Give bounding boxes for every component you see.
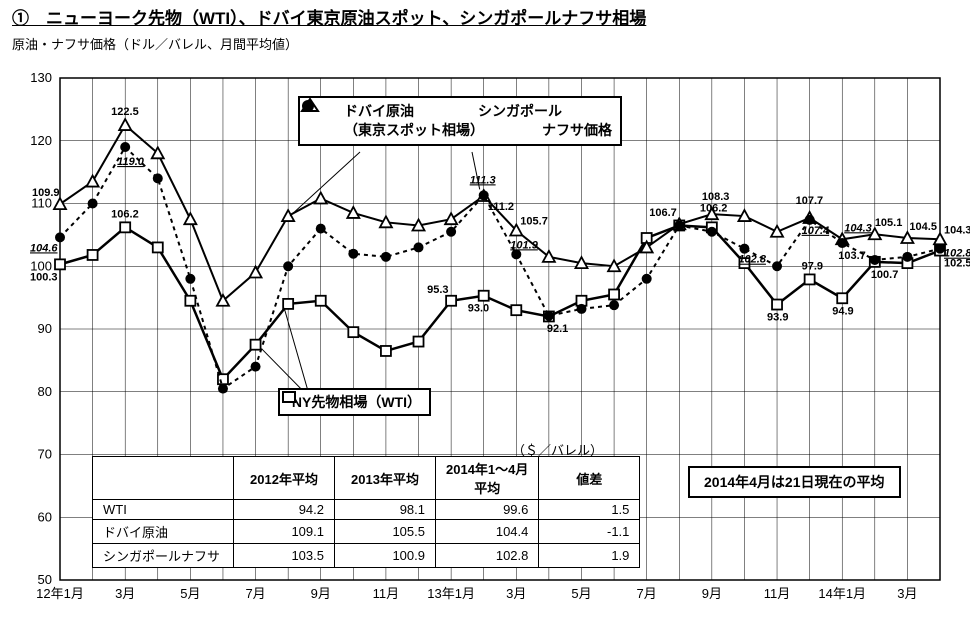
footnote-box: 2014年4月は21日現在の平均 xyxy=(688,466,901,498)
svg-text:100.3: 100.3 xyxy=(30,271,58,283)
svg-text:107.4: 107.4 xyxy=(802,225,830,237)
svg-text:102.8: 102.8 xyxy=(738,254,766,266)
svg-text:5月: 5月 xyxy=(571,586,591,601)
svg-text:14年1月: 14年1月 xyxy=(818,586,866,601)
svg-text:13年1月: 13年1月 xyxy=(427,586,475,601)
wti-label-box: NY先物相場（WTI） xyxy=(278,388,431,416)
svg-text:107.7: 107.7 xyxy=(796,195,824,207)
chart-page: { "title":"① ニューヨーク先物（WTI）、ドバイ東京原油スポット、シ… xyxy=(0,0,970,625)
svg-text:119.0: 119.0 xyxy=(117,156,145,168)
svg-text:11月: 11月 xyxy=(764,586,791,601)
svg-text:104.3: 104.3 xyxy=(944,224,970,236)
svg-text:80: 80 xyxy=(38,384,52,399)
legend-box: ドバイ原油 シンガポール （東京スポット相場） ナフサ価格 xyxy=(298,96,622,146)
svg-text:95.3: 95.3 xyxy=(427,284,448,296)
svg-text:109.9: 109.9 xyxy=(32,187,60,199)
summary-table: 2012年平均2013年平均2014年1～4月平均値差WTI94.298.199… xyxy=(92,456,640,568)
svg-text:104.5: 104.5 xyxy=(909,221,937,233)
svg-text:3月: 3月 xyxy=(506,586,526,601)
svg-text:90: 90 xyxy=(38,321,52,336)
svg-text:102.5: 102.5 xyxy=(944,258,970,270)
svg-text:94.9: 94.9 xyxy=(832,305,853,317)
footnote-text: 2014年4月は21日現在の平均 xyxy=(704,474,885,490)
svg-text:103.7: 103.7 xyxy=(838,250,866,262)
svg-text:70: 70 xyxy=(38,447,52,462)
legend-dubai: ドバイ原油 シンガポール xyxy=(308,102,612,121)
svg-text:120: 120 xyxy=(30,133,52,148)
svg-text:7月: 7月 xyxy=(245,586,265,601)
svg-text:97.9: 97.9 xyxy=(802,260,823,272)
svg-text:3月: 3月 xyxy=(897,586,917,601)
legend-dubai-label: ドバイ原油 xyxy=(344,102,414,121)
svg-text:50: 50 xyxy=(38,572,52,587)
svg-text:106.2: 106.2 xyxy=(700,203,728,215)
legend-row2: （東京スポット相場） ナフサ価格 xyxy=(308,121,612,140)
svg-text:93.0: 93.0 xyxy=(468,303,489,315)
legend-naphtha-label2: ナフサ価格 xyxy=(542,121,612,140)
svg-text:104.3: 104.3 xyxy=(844,222,872,234)
svg-text:7月: 7月 xyxy=(637,586,657,601)
svg-text:111.2: 111.2 xyxy=(488,201,514,213)
svg-text:9月: 9月 xyxy=(311,586,331,601)
svg-text:3月: 3月 xyxy=(115,586,135,601)
svg-text:122.5: 122.5 xyxy=(111,106,139,118)
svg-text:130: 130 xyxy=(30,70,52,85)
svg-text:106.2: 106.2 xyxy=(111,208,139,220)
svg-text:111.3: 111.3 xyxy=(470,174,496,186)
svg-text:106.7: 106.7 xyxy=(649,207,677,219)
legend-dubai-label2: （東京スポット相場） xyxy=(344,121,484,140)
svg-text:12年1月: 12年1月 xyxy=(36,586,84,601)
svg-text:5月: 5月 xyxy=(180,586,200,601)
svg-text:9月: 9月 xyxy=(702,586,722,601)
wti-label-text: NY先物相場（WTI） xyxy=(292,394,421,410)
svg-text:100.7: 100.7 xyxy=(871,269,899,281)
svg-text:101.9: 101.9 xyxy=(510,239,538,251)
svg-text:11月: 11月 xyxy=(373,586,400,601)
svg-text:104.6: 104.6 xyxy=(30,242,58,254)
legend-naphtha-label: シンガポール xyxy=(478,102,562,121)
svg-text:105.7: 105.7 xyxy=(520,215,548,227)
svg-text:92.1: 92.1 xyxy=(547,323,568,335)
svg-text:93.9: 93.9 xyxy=(767,312,788,324)
svg-text:105.1: 105.1 xyxy=(875,217,903,229)
svg-text:60: 60 xyxy=(38,509,52,524)
svg-text:108.3: 108.3 xyxy=(702,191,730,203)
